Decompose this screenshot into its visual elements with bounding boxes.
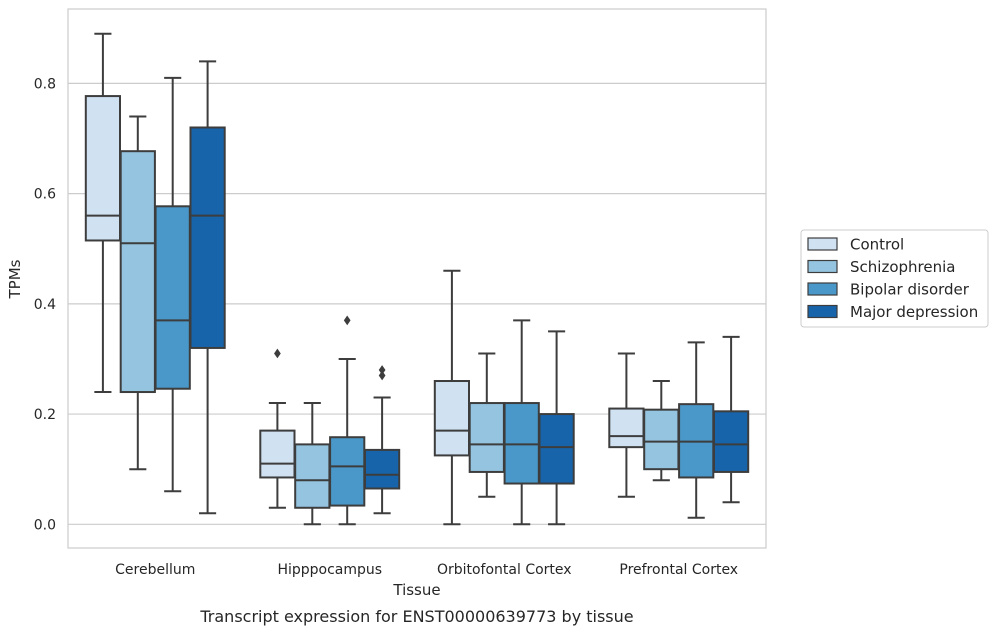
outlier-point <box>343 315 351 326</box>
box <box>189 126 226 349</box>
box <box>329 436 366 507</box>
box <box>294 443 331 509</box>
outlier-point <box>378 365 386 375</box>
box-group <box>538 330 575 526</box>
boxes <box>84 32 750 526</box>
box <box>84 95 122 242</box>
y-tick-label: 0.4 <box>34 297 56 313</box>
box-group <box>119 115 156 471</box>
box-group <box>189 60 226 515</box>
box <box>363 448 401 490</box>
box-group <box>712 335 750 504</box>
box-group <box>154 76 191 493</box>
box <box>468 402 505 473</box>
legend-swatch <box>807 282 838 296</box>
legend-frame <box>800 229 989 328</box>
legend: Control Schizophrenia Bipolar disorder Majo… <box>800 229 989 328</box>
box-group <box>329 315 366 526</box>
outlier-point <box>274 348 281 359</box>
outlier-point <box>378 370 386 381</box>
y-tick-labels: 0.0 0.2 0.4 0.6 0.8 <box>34 76 56 533</box>
legend-label: Schizophrenia <box>850 258 955 276</box>
legend-swatch <box>807 259 838 274</box>
box <box>433 380 471 457</box>
box-group <box>363 365 401 515</box>
box-group <box>678 341 715 519</box>
y-tick-label: 0.6 <box>34 187 56 203</box>
box-group <box>433 269 471 526</box>
legend-swatch <box>807 304 838 319</box>
chart-caption: Transcript expression for ENST0000063977… <box>199 607 633 626</box>
y-tick-label: 0.2 <box>34 407 56 423</box>
box-group <box>259 348 296 509</box>
box-group <box>643 380 680 482</box>
x-axis-label: Tissue <box>392 581 440 599</box>
box <box>259 429 296 479</box>
box-group <box>608 352 645 498</box>
y-tick-label: 0.0 <box>34 517 56 533</box>
x-tick-label: Cerebellum <box>115 562 195 578</box>
x-tick-labels: Cerebellum Hipppocampus Orbitofontal Corte… <box>115 562 738 578</box>
x-tick-label: Hipppocampus <box>277 562 382 578</box>
box <box>154 205 191 390</box>
legend-label: Control <box>850 236 904 254</box>
box-group <box>503 319 540 526</box>
box <box>538 413 575 485</box>
plot-frame <box>67 8 767 549</box>
x-tick-label: Prefrontal Cortex <box>619 562 738 578</box>
box <box>119 150 156 394</box>
box <box>503 402 540 485</box>
legend-label: Bipolar disorder <box>850 281 970 299</box>
box-group <box>468 352 505 498</box>
legend-swatch <box>807 237 838 251</box>
x-tick-label: Orbitofontal Cortex <box>437 562 572 578</box>
y-tick-label: 0.8 <box>34 76 56 92</box>
box <box>608 407 645 449</box>
box <box>643 408 680 471</box>
box-group <box>84 32 122 394</box>
box <box>712 410 750 473</box>
box-group <box>294 402 331 526</box>
legend-label: Major depression <box>850 303 978 321</box>
y-axis-label: TPMs <box>6 259 24 299</box>
